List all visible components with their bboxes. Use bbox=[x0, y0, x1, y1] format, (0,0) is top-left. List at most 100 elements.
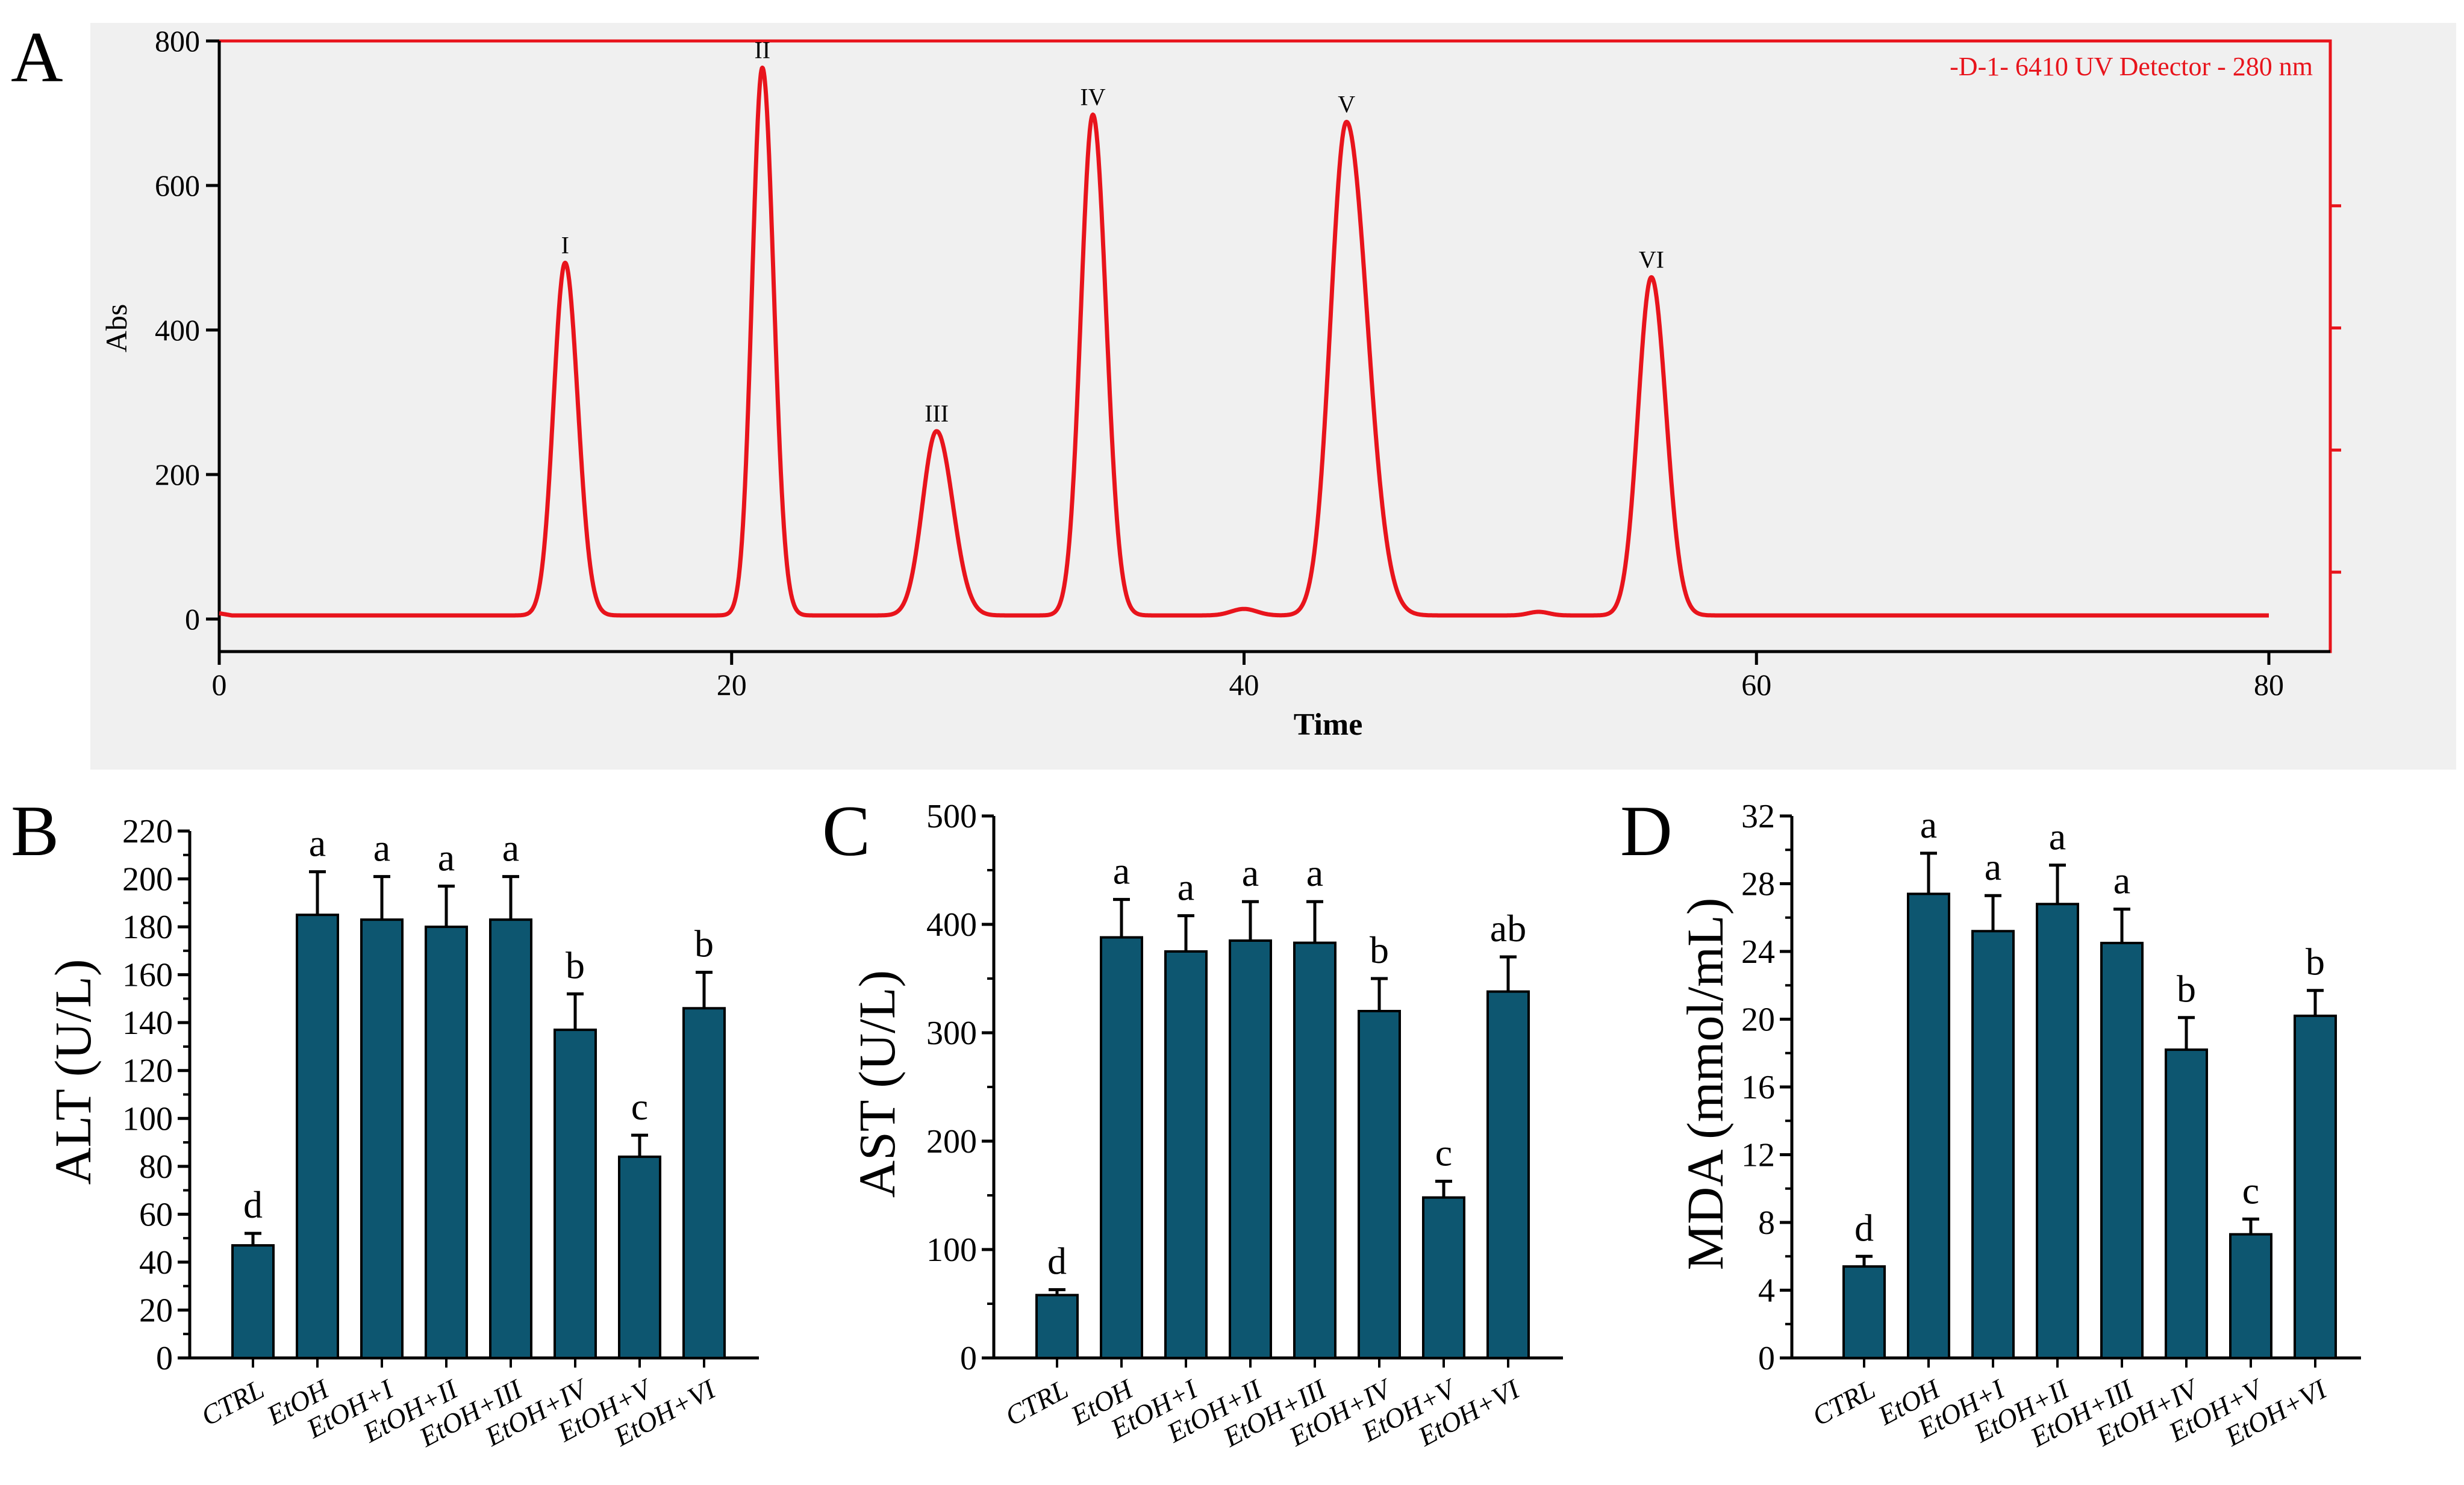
y-tick-label: 24 bbox=[1741, 933, 1775, 971]
x-ticks: 0 20 40 60 80 bbox=[212, 652, 2284, 702]
y-tick-label: 20 bbox=[139, 1292, 173, 1329]
bar bbox=[296, 914, 339, 1360]
y-tick-label: 120 bbox=[122, 1053, 173, 1090]
y-tick-label: 0 bbox=[1758, 1340, 1775, 1377]
significance-letter: a bbox=[309, 822, 326, 865]
y-tick-label: 0 bbox=[156, 1340, 173, 1377]
panel-c-label: C bbox=[822, 791, 870, 871]
chromatogram-trace bbox=[217, 65, 2271, 618]
significance-letter: c bbox=[1435, 1132, 1452, 1174]
legend-text: -D-1- 6410 UV Detector - 280 nm bbox=[1950, 52, 2313, 81]
bar bbox=[1164, 950, 1208, 1359]
significance-letter: a bbox=[2113, 859, 2130, 902]
bar bbox=[554, 1029, 597, 1359]
y-tick-label: 32 bbox=[1741, 798, 1775, 835]
bar bbox=[1293, 941, 1336, 1359]
bar bbox=[360, 918, 404, 1359]
significance-letter: a bbox=[1306, 851, 1323, 894]
bar bbox=[1486, 990, 1530, 1359]
y-tick-label: 200 bbox=[155, 458, 200, 491]
bar bbox=[1422, 1196, 1465, 1359]
x-tick-label: 0 bbox=[212, 668, 227, 702]
y-axis-title: MDA (mmol/mL) bbox=[1676, 898, 1734, 1271]
panel-a-background bbox=[90, 23, 2456, 770]
peak-label: I bbox=[561, 231, 569, 258]
y-axis-title: ALT (U/L) bbox=[44, 959, 102, 1185]
bar bbox=[618, 1155, 661, 1359]
x-tick-label: 80 bbox=[2254, 668, 2284, 702]
y-tick-label: 80 bbox=[139, 1148, 173, 1186]
bar bbox=[2036, 903, 2079, 1359]
y-tick-label: 200 bbox=[926, 1123, 977, 1160]
y-tick-label: 600 bbox=[155, 169, 200, 202]
significance-letter: a bbox=[2049, 815, 2066, 858]
y-ticks: 0 200 400 600 800 bbox=[155, 24, 219, 636]
bar bbox=[2100, 941, 2144, 1359]
plot-area: 020406080100120140160180200220dCTRLaEtOH… bbox=[122, 813, 759, 1453]
bar bbox=[1358, 1010, 1401, 1359]
y-axis-title: Abs bbox=[99, 304, 133, 353]
significance-letter: c bbox=[2242, 1169, 2259, 1212]
y-tick-label: 160 bbox=[122, 957, 173, 994]
y-tick-label: 12 bbox=[1741, 1137, 1775, 1174]
y-tick-label: 140 bbox=[122, 1004, 173, 1042]
y-axis-title: AST (U/L) bbox=[848, 970, 906, 1198]
bar bbox=[1971, 930, 2015, 1359]
panel-b-label: B bbox=[11, 791, 59, 871]
plot-area: 048121620242832dCTRLaEtOHaEtOH+IaEtOH+II… bbox=[1741, 798, 2361, 1453]
significance-letter: a bbox=[1920, 803, 1937, 846]
bar bbox=[1035, 1294, 1079, 1360]
x-axis-title: Time bbox=[1294, 708, 1363, 742]
y-tick-label: 200 bbox=[122, 861, 173, 898]
significance-letter: c bbox=[631, 1085, 648, 1128]
y-tick-label: 0 bbox=[960, 1340, 977, 1377]
x-tick-label: 40 bbox=[1229, 668, 1259, 702]
y-tick-label: 16 bbox=[1741, 1069, 1775, 1106]
x-tick-label: 20 bbox=[717, 668, 747, 702]
significance-letter: b bbox=[2177, 968, 2196, 1010]
y-tick-label: 0 bbox=[185, 602, 200, 636]
bar bbox=[1229, 939, 1272, 1359]
y-tick-label: 300 bbox=[926, 1015, 977, 1052]
significance-letter: b bbox=[566, 944, 585, 986]
bar bbox=[2294, 1014, 2337, 1359]
y-tick-label: 500 bbox=[926, 798, 977, 835]
significance-letter: a bbox=[1242, 851, 1259, 894]
y-tick-label: 400 bbox=[155, 313, 200, 347]
significance-letter: d bbox=[1854, 1206, 1874, 1249]
significance-letter: b bbox=[1370, 929, 1389, 971]
significance-letter: a bbox=[438, 836, 455, 879]
y-tick-label: 8 bbox=[1758, 1204, 1775, 1242]
y-tick-label: 180 bbox=[122, 909, 173, 946]
y-tick-label: 60 bbox=[139, 1196, 173, 1233]
peak-label: IV bbox=[1080, 83, 1105, 110]
significance-letter: a bbox=[502, 827, 519, 870]
peak-label: V bbox=[1338, 90, 1355, 117]
peak-label: III bbox=[925, 400, 949, 427]
peak-label: VI bbox=[1639, 246, 1664, 273]
panel-d-label: D bbox=[1620, 791, 1673, 871]
right-axis-ticks bbox=[2330, 204, 2341, 574]
y-tick-label: 40 bbox=[139, 1244, 173, 1281]
significance-letter: a bbox=[373, 827, 390, 870]
y-tick-label: 100 bbox=[122, 1100, 173, 1138]
y-tick-label: 20 bbox=[1741, 1001, 1775, 1039]
bar bbox=[231, 1244, 275, 1359]
bar bbox=[2229, 1233, 2272, 1359]
panel-d-mda-chart: D MDA (mmol/mL) 048121620242832dCTRLaEtO… bbox=[1620, 791, 2361, 1453]
y-tick-label: 28 bbox=[1741, 866, 1775, 903]
significance-letter: d bbox=[1047, 1240, 1067, 1283]
significance-letter: b bbox=[2306, 941, 2325, 983]
y-tick-label: 800 bbox=[155, 24, 200, 58]
bar bbox=[682, 1007, 726, 1360]
y-tick-label: 220 bbox=[122, 813, 173, 850]
significance-letter: a bbox=[1985, 845, 2001, 888]
bar bbox=[425, 926, 468, 1360]
bar bbox=[2165, 1048, 2208, 1359]
significance-letter: a bbox=[1113, 850, 1130, 892]
bar bbox=[1907, 892, 1950, 1359]
peak-label: II bbox=[754, 36, 770, 63]
